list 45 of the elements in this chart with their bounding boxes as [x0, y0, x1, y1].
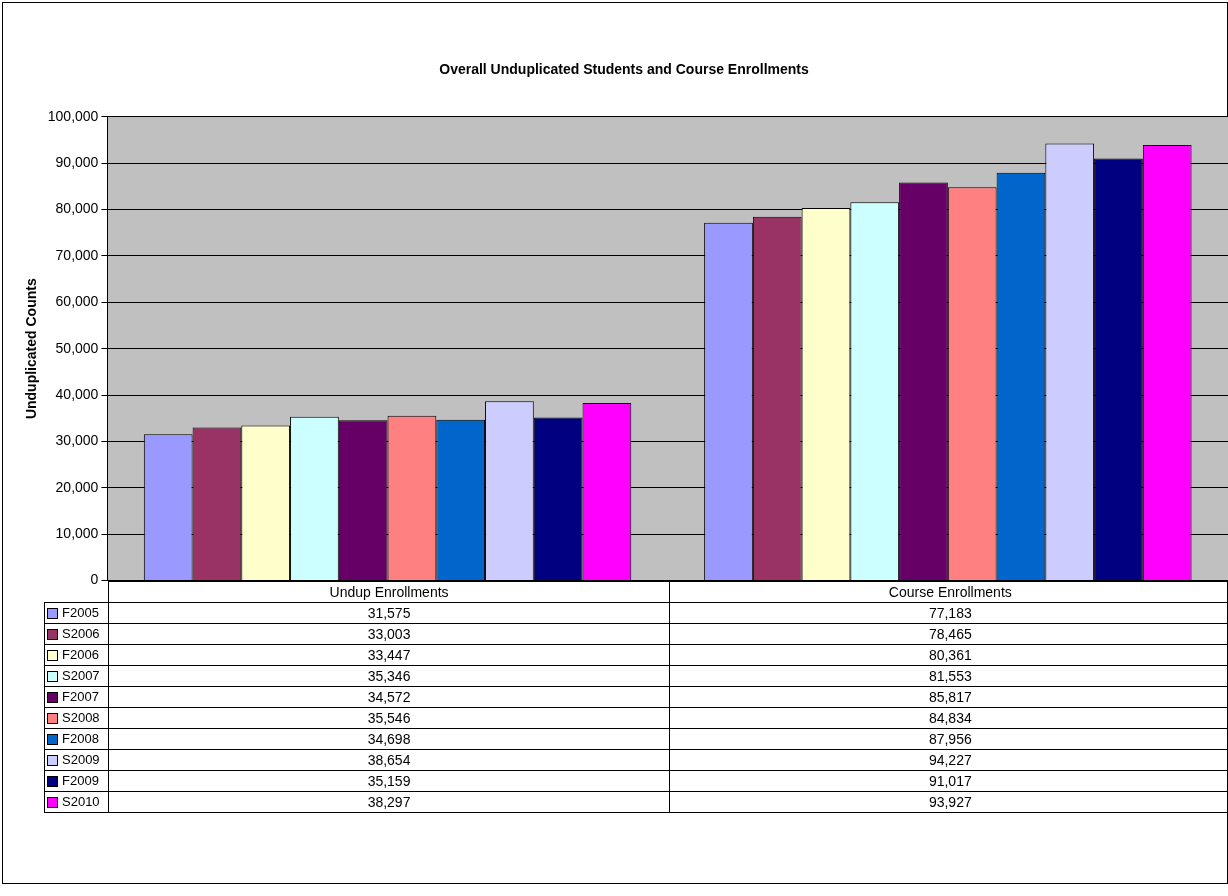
- data-label: 35,546: [108, 707, 670, 729]
- y-tick-label: 20,000: [55, 478, 99, 495]
- y-tick-label: 100,000: [47, 107, 99, 124]
- legend-label: S2008: [44, 707, 109, 729]
- data-label: 38,297: [108, 791, 670, 813]
- legend-label: S2010: [44, 791, 109, 813]
- y-tick-label: 0: [90, 571, 99, 588]
- y-tick-label: 90,000: [55, 154, 99, 171]
- data-label: 81,553: [669, 665, 1228, 687]
- x-tick-label: Course Enrollments: [669, 581, 1228, 603]
- legend-label: F2009: [44, 770, 109, 792]
- y-axis-title: Unduplicated Counts: [23, 278, 40, 420]
- data-label: 38,654: [108, 749, 670, 771]
- data-label: 93,927: [669, 791, 1228, 813]
- data-label: 91,017: [669, 770, 1228, 792]
- data-label: 34,572: [108, 686, 670, 708]
- legend-label: S2007: [44, 665, 109, 687]
- y-tick-label: 30,000: [55, 432, 99, 449]
- data-label: 35,346: [108, 665, 670, 687]
- data-label: 84,834: [669, 707, 1228, 729]
- legend-label: S2009: [44, 749, 109, 771]
- data-label: 33,447: [108, 644, 670, 666]
- x-tick-label: Undup Enrollments: [108, 581, 670, 603]
- legend-label: F2006: [44, 644, 109, 666]
- data-label: 34,698: [108, 728, 670, 750]
- legend-label: S2006: [44, 623, 109, 645]
- y-tick-label: 80,000: [55, 200, 99, 217]
- data-label: 78,465: [669, 623, 1228, 645]
- legend-label: F2007: [44, 686, 109, 708]
- legend-label: F2005: [44, 602, 109, 624]
- data-label: 87,956: [669, 728, 1228, 750]
- data-label: 77,183: [669, 602, 1228, 624]
- legend-label: F2008: [44, 728, 109, 750]
- data-label: 35,159: [108, 770, 670, 792]
- data-label: 31,575: [108, 602, 670, 624]
- y-tick-label: 50,000: [55, 339, 99, 356]
- data-label: 94,227: [669, 749, 1228, 771]
- data-label: 33,003: [108, 623, 670, 645]
- y-tick-label: 10,000: [55, 525, 99, 542]
- y-tick-label: 40,000: [55, 385, 99, 402]
- data-label: 80,361: [669, 644, 1228, 666]
- chart-title: Overall Unduplicated Students and Course Enrollments: [439, 61, 809, 78]
- y-tick-label: 70,000: [55, 246, 99, 263]
- data-label: 85,817: [669, 686, 1228, 708]
- y-tick-label: 60,000: [55, 293, 99, 310]
